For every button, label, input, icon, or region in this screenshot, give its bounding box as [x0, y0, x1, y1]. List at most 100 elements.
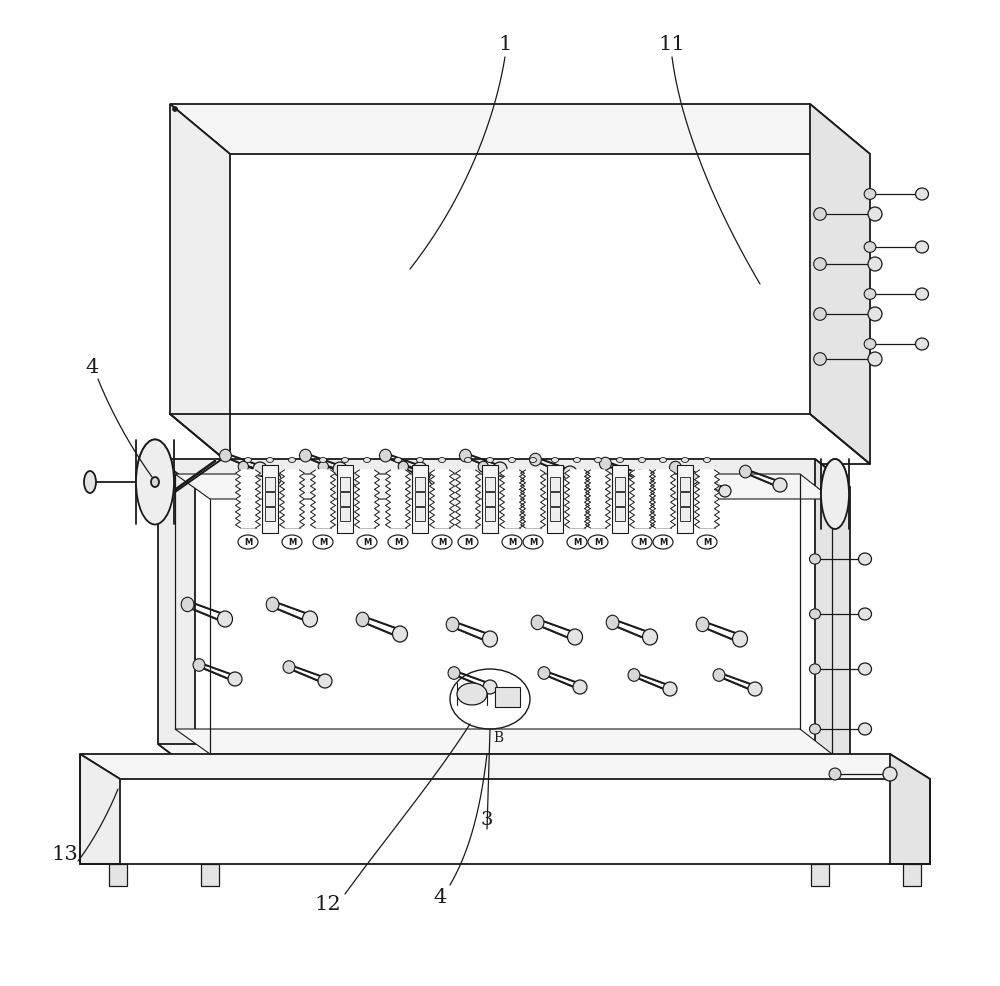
Polygon shape [703, 628, 743, 643]
Polygon shape [553, 473, 587, 486]
Ellipse shape [538, 667, 550, 679]
Ellipse shape [864, 289, 876, 300]
Polygon shape [550, 492, 560, 507]
Ellipse shape [333, 462, 347, 476]
Text: 12: 12 [315, 894, 341, 914]
Ellipse shape [916, 289, 928, 301]
Ellipse shape [642, 629, 658, 646]
Polygon shape [80, 754, 120, 864]
Polygon shape [280, 470, 305, 528]
Ellipse shape [529, 454, 541, 466]
Text: M: M [438, 538, 446, 547]
Text: M: M [594, 538, 602, 547]
Ellipse shape [320, 458, 327, 463]
Polygon shape [199, 668, 238, 682]
Polygon shape [547, 465, 563, 533]
Polygon shape [500, 470, 524, 528]
Ellipse shape [299, 450, 311, 462]
Polygon shape [340, 477, 350, 491]
Polygon shape [634, 673, 672, 686]
Ellipse shape [748, 682, 762, 696]
Text: 4: 4 [433, 887, 447, 906]
Polygon shape [485, 508, 495, 522]
Text: M: M [244, 538, 252, 547]
Ellipse shape [509, 473, 521, 485]
Ellipse shape [395, 458, 402, 463]
Polygon shape [385, 455, 422, 466]
Ellipse shape [696, 617, 709, 632]
Ellipse shape [599, 458, 611, 470]
Polygon shape [415, 508, 425, 522]
Polygon shape [703, 622, 743, 635]
Polygon shape [612, 465, 628, 533]
Ellipse shape [417, 458, 424, 463]
Ellipse shape [809, 609, 821, 619]
Polygon shape [485, 492, 495, 507]
Text: 13: 13 [52, 845, 78, 864]
Ellipse shape [864, 339, 876, 350]
Polygon shape [538, 626, 578, 641]
Polygon shape [623, 473, 657, 484]
Ellipse shape [814, 258, 826, 271]
Ellipse shape [267, 458, 274, 463]
Polygon shape [535, 462, 572, 476]
Ellipse shape [814, 309, 826, 321]
Polygon shape [680, 508, 690, 522]
Polygon shape [613, 626, 653, 641]
Polygon shape [890, 754, 930, 864]
Ellipse shape [356, 612, 369, 627]
Ellipse shape [682, 458, 688, 463]
Polygon shape [363, 623, 403, 638]
Ellipse shape [688, 474, 698, 484]
Ellipse shape [413, 462, 427, 476]
Polygon shape [520, 470, 546, 528]
Text: M: M [529, 538, 537, 547]
Ellipse shape [916, 188, 928, 201]
Ellipse shape [282, 535, 302, 549]
Polygon shape [485, 477, 495, 491]
Ellipse shape [883, 767, 897, 781]
Polygon shape [403, 469, 437, 482]
Ellipse shape [446, 617, 459, 632]
Ellipse shape [193, 659, 205, 671]
Ellipse shape [809, 554, 821, 565]
Polygon shape [340, 508, 350, 522]
Text: M: M [394, 538, 402, 547]
Text: 11: 11 [659, 35, 685, 54]
Ellipse shape [739, 465, 751, 478]
Ellipse shape [594, 458, 602, 463]
Polygon shape [615, 492, 625, 507]
Ellipse shape [531, 615, 544, 630]
Ellipse shape [266, 598, 279, 612]
Ellipse shape [704, 458, 710, 463]
Polygon shape [363, 617, 403, 630]
Polygon shape [465, 458, 502, 472]
Ellipse shape [868, 208, 882, 222]
Ellipse shape [483, 680, 497, 694]
Ellipse shape [487, 458, 494, 463]
Ellipse shape [809, 724, 821, 735]
Polygon shape [454, 671, 493, 684]
Ellipse shape [916, 242, 928, 253]
Polygon shape [305, 455, 342, 466]
Ellipse shape [523, 535, 543, 549]
Polygon shape [311, 470, 336, 528]
Ellipse shape [563, 466, 577, 480]
Polygon shape [158, 459, 850, 487]
Ellipse shape [633, 470, 647, 484]
Polygon shape [305, 458, 342, 472]
Ellipse shape [864, 189, 876, 200]
Polygon shape [613, 620, 653, 633]
Ellipse shape [773, 478, 787, 492]
Ellipse shape [548, 465, 558, 476]
Ellipse shape [864, 243, 876, 253]
Ellipse shape [342, 458, 349, 463]
Ellipse shape [713, 669, 725, 681]
Polygon shape [650, 470, 676, 528]
Ellipse shape [530, 458, 536, 463]
Polygon shape [623, 477, 657, 490]
Polygon shape [453, 622, 493, 635]
Ellipse shape [303, 611, 318, 627]
Ellipse shape [588, 535, 608, 549]
Polygon shape [273, 601, 313, 615]
